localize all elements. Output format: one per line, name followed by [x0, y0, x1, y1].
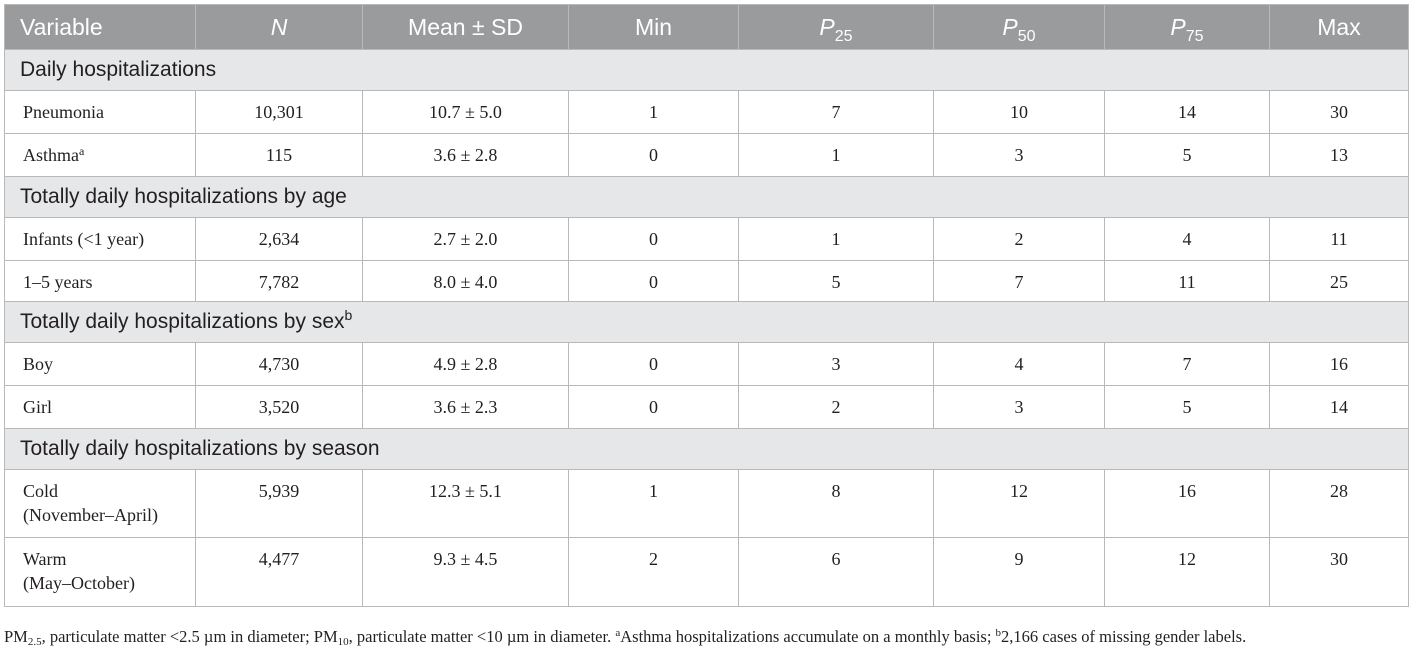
cell-p75: 11: [1104, 260, 1270, 302]
cell-mean-sd: 4.9 ± 2.8: [362, 342, 569, 386]
cell-p75: 12: [1104, 537, 1270, 607]
cell-p25: 1: [738, 217, 934, 261]
cell-max: 25: [1269, 260, 1409, 302]
cell-p25: 6: [738, 537, 934, 607]
header-variable: Variable: [4, 4, 196, 50]
cell-mean-sd: 3.6 ± 2.8: [362, 133, 569, 177]
header-max: Max: [1269, 4, 1409, 50]
cell-p50: 7: [933, 260, 1105, 302]
cell-p75: 5: [1104, 133, 1270, 177]
footnote-marker: b: [995, 627, 1002, 639]
table-row: Girl 3,520 3.6 ± 2.3 0 2 3 5 14: [4, 385, 1409, 429]
cell-mean-sd: 12.3 ± 5.1: [362, 469, 569, 538]
cell-p50: 9: [933, 537, 1105, 607]
cell-n: 7,782: [195, 260, 363, 302]
section-title: Daily hospitalizations: [4, 49, 1409, 91]
section-title: Totally daily hospitalizations by age: [4, 176, 1409, 218]
cell-mean-sd: 8.0 ± 4.0: [362, 260, 569, 302]
header-row: Variable N Mean ± SD Min P25 P50 P75 Max: [4, 4, 1409, 50]
row-label: Asthmaa: [4, 133, 196, 177]
row-label: Pneumonia: [4, 90, 196, 134]
cell-p50: 2: [933, 217, 1105, 261]
row-label: Girl: [4, 385, 196, 429]
cell-min: 0: [568, 385, 739, 429]
cell-n: 2,634: [195, 217, 363, 261]
cell-p50: 12: [933, 469, 1105, 538]
table-row: 1–5 years 7,782 8.0 ± 4.0 0 5 7 11 25: [4, 260, 1409, 302]
header-p75: P75: [1104, 4, 1270, 50]
row-label: Warm (May–October): [4, 537, 196, 607]
cell-min: 0: [568, 217, 739, 261]
section-title: Totally daily hospitalizations by sexb: [4, 301, 1409, 343]
descriptive-statistics-table: Variable N Mean ± SD Min P25 P50 P75 Max…: [4, 4, 1409, 607]
cell-p50: 10: [933, 90, 1105, 134]
cell-min: 0: [568, 260, 739, 302]
table-row: Pneumonia 10,301 10.7 ± 5.0 1 7 10 14 30: [4, 90, 1409, 134]
cell-p50: 4: [933, 342, 1105, 386]
table-row: Cold (November–April) 5,939 12.3 ± 5.1 1…: [4, 469, 1409, 538]
cell-p25: 5: [738, 260, 934, 302]
section-title: Totally daily hospitalizations by season: [4, 428, 1409, 470]
footnote-marker: a: [79, 144, 85, 158]
table-footnote: PM2.5, particulate matter <2.5 µm in dia…: [4, 627, 1247, 648]
header-min: Min: [568, 4, 739, 50]
cell-max: 11: [1269, 217, 1409, 261]
cell-p25: 7: [738, 90, 934, 134]
section-row-age: Totally daily hospitalizations by age: [4, 176, 1409, 218]
cell-p75: 16: [1104, 469, 1270, 538]
table-row: Warm (May–October) 4,477 9.3 ± 4.5 2 6 9…: [4, 537, 1409, 607]
cell-min: 0: [568, 133, 739, 177]
header-n: N: [195, 4, 363, 50]
cell-p25: 8: [738, 469, 934, 538]
cell-p75: 5: [1104, 385, 1270, 429]
cell-p25: 1: [738, 133, 934, 177]
cell-n: 10,301: [195, 90, 363, 134]
section-row-season: Totally daily hospitalizations by season: [4, 428, 1409, 470]
cell-mean-sd: 3.6 ± 2.3: [362, 385, 569, 429]
cell-p50: 3: [933, 133, 1105, 177]
cell-max: 28: [1269, 469, 1409, 538]
cell-min: 0: [568, 342, 739, 386]
cell-p75: 14: [1104, 90, 1270, 134]
cell-min: 1: [568, 469, 739, 538]
header-p25: P25: [738, 4, 934, 50]
header-mean-sd: Mean ± SD: [362, 4, 569, 50]
cell-max: 14: [1269, 385, 1409, 429]
table-row: Infants (<1 year) 2,634 2.7 ± 2.0 0 1 2 …: [4, 217, 1409, 261]
footnote-marker: a: [615, 627, 621, 639]
footnote-marker: b: [344, 307, 353, 323]
cell-mean-sd: 2.7 ± 2.0: [362, 217, 569, 261]
cell-max: 16: [1269, 342, 1409, 386]
cell-max: 30: [1269, 90, 1409, 134]
cell-n: 3,520: [195, 385, 363, 429]
row-label: 1–5 years: [4, 260, 196, 302]
cell-p50: 3: [933, 385, 1105, 429]
cell-p25: 2: [738, 385, 934, 429]
cell-n: 4,730: [195, 342, 363, 386]
table-row: Asthmaa 115 3.6 ± 2.8 0 1 3 5 13: [4, 133, 1409, 177]
row-label: Infants (<1 year): [4, 217, 196, 261]
cell-max: 13: [1269, 133, 1409, 177]
cell-n: 4,477: [195, 537, 363, 607]
table-row: Boy 4,730 4.9 ± 2.8 0 3 4 7 16: [4, 342, 1409, 386]
cell-n: 5,939: [195, 469, 363, 538]
cell-p75: 7: [1104, 342, 1270, 386]
cell-p75: 4: [1104, 217, 1270, 261]
cell-mean-sd: 9.3 ± 4.5: [362, 537, 569, 607]
row-label: Cold (November–April): [4, 469, 196, 538]
cell-min: 1: [568, 90, 739, 134]
row-label: Boy: [4, 342, 196, 386]
section-row-daily: Daily hospitalizations: [4, 49, 1409, 91]
cell-min: 2: [568, 537, 739, 607]
cell-mean-sd: 10.7 ± 5.0: [362, 90, 569, 134]
header-p50: P50: [933, 4, 1105, 50]
section-row-sex: Totally daily hospitalizations by sexb: [4, 301, 1409, 343]
cell-n: 115: [195, 133, 363, 177]
cell-p25: 3: [738, 342, 934, 386]
cell-max: 30: [1269, 537, 1409, 607]
